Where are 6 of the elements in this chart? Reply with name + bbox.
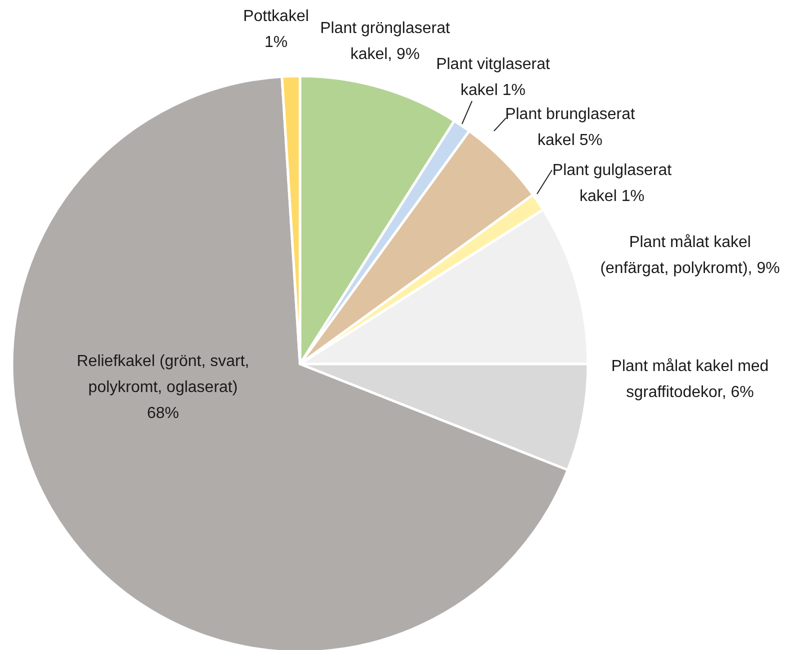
slice-label: Reliefkakel (grönt, svart, polykromt, oglaserat) 68% [76, 353, 250, 422]
slice-label: Plant gulglaserat kakel 1% [552, 162, 672, 205]
slice-label: Plant målat kakel med sgraffitodekor, 6% [611, 358, 769, 401]
slice-label: Plant brunglaserat kakel 5% [505, 106, 636, 149]
slice-label: Plant målat kakel (enfärgat, polykromt), 9% [600, 234, 780, 277]
slice-label: Pottkakel 1% [243, 8, 309, 51]
